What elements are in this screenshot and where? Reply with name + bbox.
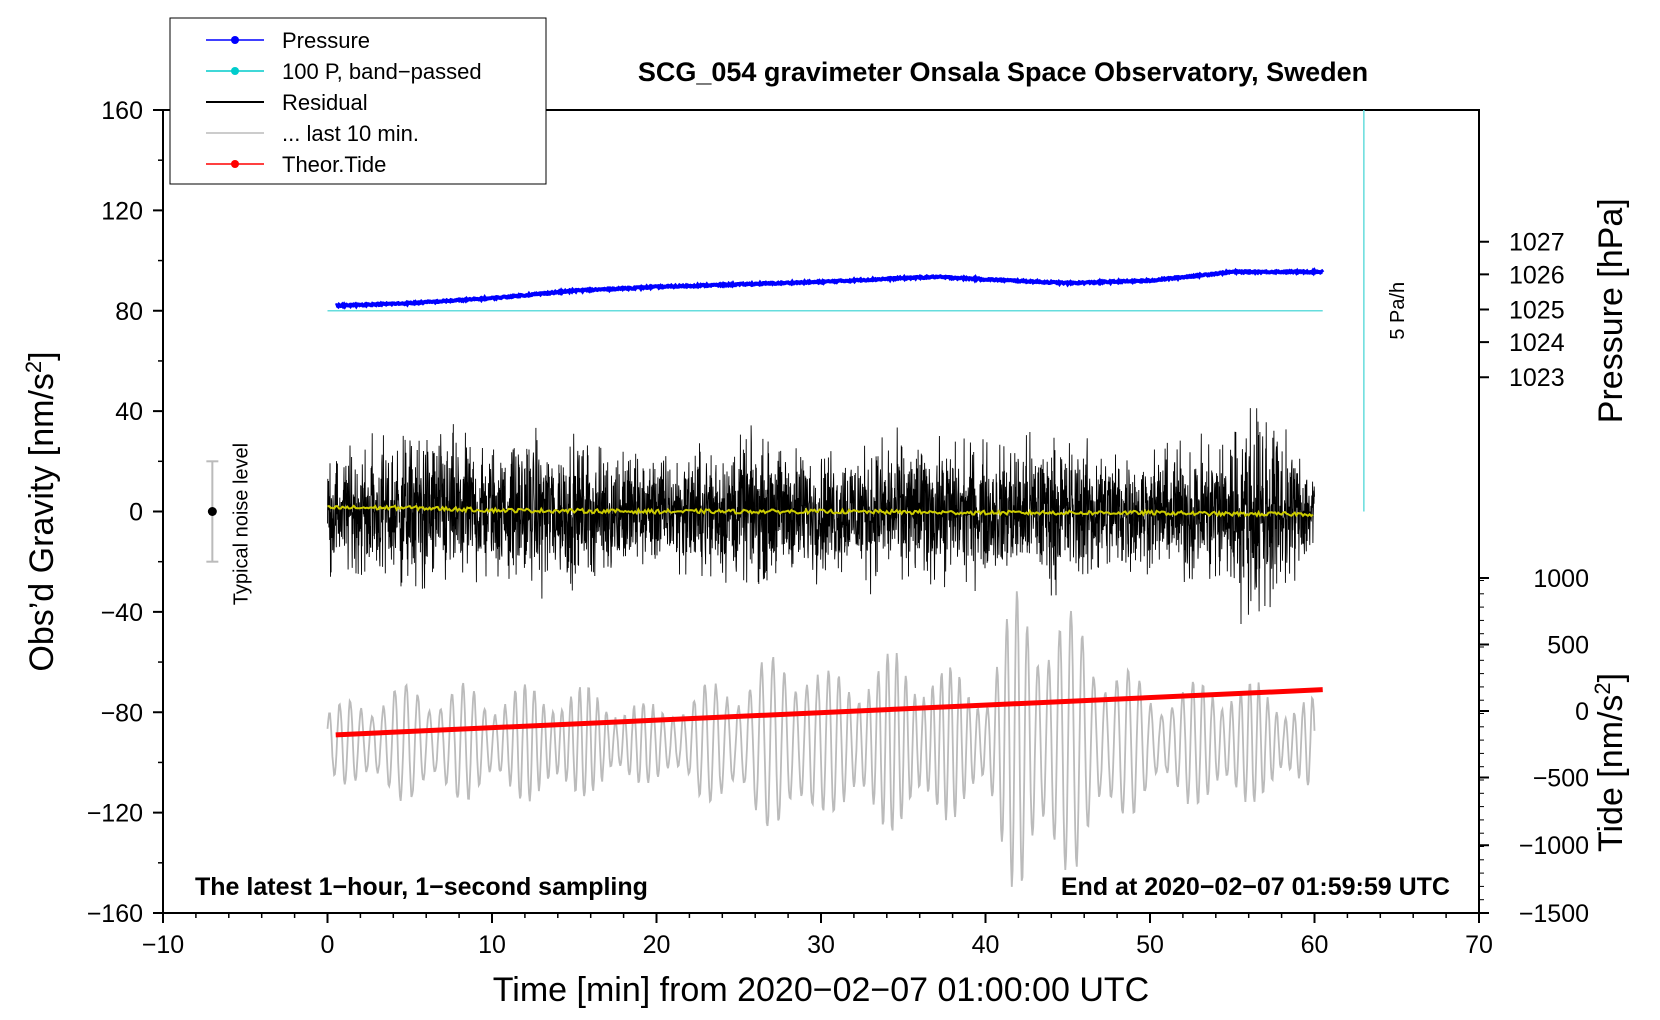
series-residual (327, 408, 1315, 625)
pressure-tick-label: 1023 (1509, 364, 1565, 392)
legend-label: Theor.Tide (282, 152, 386, 177)
x-tick-label: 70 (1465, 931, 1493, 959)
pressure-tick-label: 1024 (1509, 329, 1565, 357)
noise-label: Typical noise level (230, 443, 252, 605)
y-axis-title-tide-end: ] (1592, 673, 1630, 682)
tide-tick-label: 500 (1547, 631, 1589, 659)
x-tick-label: 50 (1136, 931, 1164, 959)
noise-center-dot (207, 507, 217, 516)
legend-swatch-marker (231, 36, 239, 44)
y-axis-title-gravity-sup: 2 (21, 361, 46, 373)
tide-tick-label: −1000 (1519, 832, 1589, 860)
annotation-end-time: End at 2020−02−07 01:59:59 UTC (1061, 873, 1450, 901)
pressure-tick-label: 1026 (1509, 261, 1565, 289)
y-tick-label: −160 (87, 900, 143, 928)
noise-indicator: Typical noise level (206, 443, 252, 605)
y-tick-label: −120 (87, 800, 143, 828)
tide-tick-label: 0 (1575, 698, 1589, 726)
pressure-tick-label: 1027 (1509, 229, 1565, 257)
y-axis-title-gravity-end: ] (23, 351, 61, 360)
y-axis-title-gravity: Obs’d Gravity [nm/s2] (21, 351, 62, 671)
x-tick-label: −10 (142, 931, 184, 959)
series-last-10-min (326, 591, 1316, 887)
x-axis-title: Time [min] from 2020−02−07 01:00:00 UTC (493, 971, 1149, 1009)
y-tick-label: 0 (129, 499, 143, 527)
y-tick-label: −80 (101, 699, 143, 727)
y-axis-title-gravity-main: Obs’d Gravity [nm/s (23, 373, 61, 672)
chart-title: SCG_054 gravimeter Onsala Space Observat… (638, 57, 1368, 87)
series-pressure (334, 267, 1325, 310)
tide-tick-label: −500 (1533, 764, 1589, 792)
axes-layer: −10 0 10 20 30 40 50 60 70 160 120 80 40 0 −40 −80 −120 −… (87, 97, 1589, 959)
series-residual-smoothed (327, 504, 1314, 518)
y-axis-title-tide-sup: 2 (1590, 682, 1615, 694)
y-tick-label: 40 (115, 398, 143, 426)
rate-bar: 5 Pa/h (1363, 110, 1409, 512)
pressure-tick-label: 1025 (1509, 296, 1565, 324)
legend: Pressure 100 P, band−passed Residual ... la… (169, 17, 547, 185)
series-theoretical-tide (335, 687, 1323, 738)
x-tick-label: 30 (807, 931, 835, 959)
series-layer (326, 267, 1325, 887)
legend-label: Pressure (282, 28, 370, 53)
y-tick-label: 160 (101, 97, 143, 125)
y-tick-label: 80 (115, 298, 143, 326)
legend-swatch-marker (231, 67, 239, 75)
x-tick-label: 20 (643, 931, 671, 959)
x-tick-label: 40 (972, 931, 1000, 959)
y-tick-label: −40 (101, 599, 143, 627)
y-axis-title-tide-main: Tide [nm/s (1592, 695, 1630, 852)
y-axis-title-tide: Tide [nm/s2] (1590, 673, 1631, 852)
annotation-sampling: The latest 1−hour, 1−second sampling (195, 873, 648, 901)
x-tick-label: 60 (1301, 931, 1329, 959)
legend-swatch-marker (231, 160, 239, 168)
legend-label: ... last 10 min. (282, 121, 419, 146)
rate-bar-label: 5 Pa/h (1387, 282, 1409, 340)
legend-label: 100 P, band−passed (282, 59, 482, 84)
y-axis-title-pressure: Pressure [hPa] (1592, 198, 1630, 423)
x-tick-label: 0 (321, 931, 335, 959)
legend-label: Residual (282, 90, 368, 115)
y-tick-label: 120 (101, 197, 143, 225)
tide-tick-label: 1000 (1533, 565, 1589, 593)
tide-tick-label: −1500 (1519, 900, 1589, 928)
x-tick-label: 10 (478, 931, 506, 959)
